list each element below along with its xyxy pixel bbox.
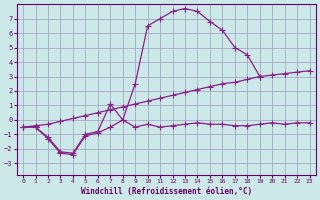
X-axis label: Windchill (Refroidissement éolien,°C): Windchill (Refroidissement éolien,°C) <box>81 187 252 196</box>
